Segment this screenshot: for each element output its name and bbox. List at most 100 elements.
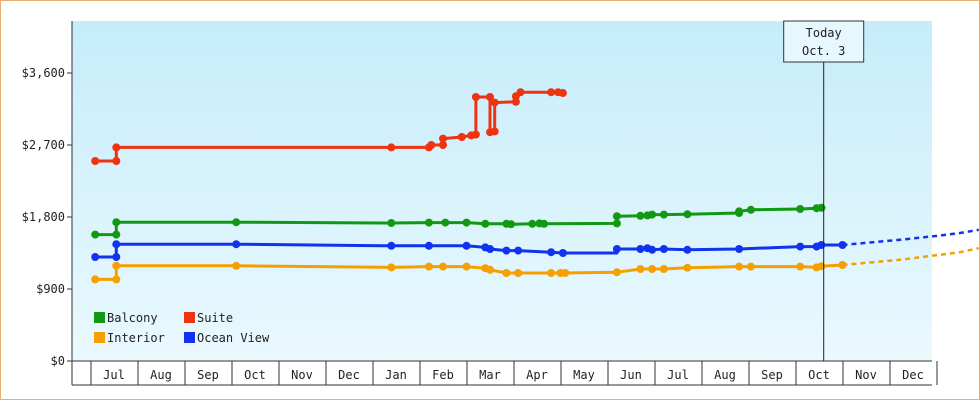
data-point-ocean-view <box>502 246 511 255</box>
data-point-ocean-view <box>514 246 523 255</box>
data-point-interior <box>387 263 396 272</box>
data-point-suite <box>457 133 466 141</box>
data-point-suite <box>439 134 447 143</box>
data-point-balcony <box>112 230 121 239</box>
month-label: Sep <box>197 368 219 382</box>
today-box <box>783 20 865 63</box>
data-point-ocean-view <box>612 245 621 253</box>
data-point-interior <box>424 262 433 271</box>
data-point-balcony <box>683 210 692 219</box>
data-point-interior <box>547 269 556 277</box>
data-point-interior <box>502 269 511 277</box>
data-point-ocean-view <box>112 240 121 249</box>
data-point-balcony <box>112 218 121 227</box>
data-point-ocean-view <box>659 245 668 253</box>
data-point-ocean-view <box>683 245 692 254</box>
data-point-interior <box>746 262 755 271</box>
data-point-interior <box>735 262 744 271</box>
data-point-interior <box>514 269 523 277</box>
month-label: Oct <box>808 368 830 382</box>
month-label: Dec <box>902 368 924 382</box>
data-point-interior <box>486 265 494 274</box>
data-point-interior <box>91 275 100 284</box>
data-point-ocean-view <box>558 249 567 257</box>
data-point-ocean-view <box>486 245 494 253</box>
month-label: Jul <box>667 368 689 382</box>
data-point-balcony <box>636 211 645 220</box>
legend-swatch-interior <box>94 332 105 343</box>
data-point-suite <box>547 88 556 97</box>
data-point-interior <box>636 265 645 273</box>
legend-swatch-ocean-view <box>184 332 195 343</box>
data-point-ocean-view <box>462 241 471 250</box>
month-label: Apr <box>526 368 548 382</box>
data-point-balcony <box>540 219 548 228</box>
data-point-suite <box>387 143 396 152</box>
data-point-interior <box>796 262 805 271</box>
data-point-suite <box>427 141 436 149</box>
data-point-suite <box>112 143 121 152</box>
y-tick-label: $900 <box>36 282 65 296</box>
legend-swatch-balcony <box>94 312 105 323</box>
data-point-interior <box>439 262 447 271</box>
data-point-ocean-view <box>424 241 433 250</box>
data-point-ocean-view <box>387 241 396 250</box>
data-point-ocean-view <box>547 248 556 257</box>
data-point-ocean-view <box>838 241 847 249</box>
data-point-balcony <box>481 219 490 228</box>
data-point-ocean-view <box>648 245 657 254</box>
data-point-interior <box>659 265 668 273</box>
month-label: Feb <box>432 368 454 382</box>
y-tick-label: $3,600 <box>22 66 65 80</box>
month-label: Aug <box>150 368 172 382</box>
data-point-suite <box>490 127 499 136</box>
month-label: Jul <box>103 368 125 382</box>
data-point-balcony <box>232 218 241 227</box>
legend-label-balcony: Balcony <box>107 311 158 325</box>
series-suite <box>91 88 567 165</box>
data-point-ocean-view <box>232 240 241 249</box>
series-projection-ocean-view <box>842 228 980 247</box>
data-point-balcony <box>528 219 537 228</box>
data-point-balcony <box>612 212 621 221</box>
data-point-balcony <box>612 219 621 228</box>
data-point-balcony <box>735 207 744 216</box>
series-ocean-view <box>91 228 980 261</box>
data-point-suite <box>490 98 499 107</box>
y-tick-label: $2,700 <box>22 138 65 152</box>
legend-label-ocean-view: Ocean View <box>197 331 270 345</box>
data-point-suite <box>558 89 567 97</box>
data-point-interior <box>462 262 471 271</box>
data-point-balcony <box>507 220 516 229</box>
data-point-suite <box>511 97 520 106</box>
data-point-interior <box>112 261 121 270</box>
data-point-interior <box>648 265 657 273</box>
y-tick-label: $0 <box>51 354 65 368</box>
y-tick-label: $1,800 <box>22 210 65 224</box>
legend-label-suite: Suite <box>197 311 233 325</box>
data-point-balcony <box>424 218 433 227</box>
data-point-interior <box>683 263 692 272</box>
data-point-balcony <box>91 230 100 239</box>
data-point-suite <box>516 88 525 97</box>
data-point-interior <box>612 268 621 277</box>
data-point-ocean-view <box>796 242 805 251</box>
month-label: Dec <box>338 368 360 382</box>
data-point-interior <box>232 261 241 270</box>
data-point-ocean-view <box>91 253 100 261</box>
data-point-ocean-view <box>112 253 121 261</box>
series-interior <box>91 246 980 284</box>
data-point-suite <box>91 157 100 165</box>
data-point-interior <box>112 275 121 284</box>
month-label: Oct <box>244 368 266 382</box>
month-label: Nov <box>855 368 877 382</box>
plot-area <box>72 21 932 361</box>
data-point-interior <box>561 269 570 277</box>
month-label: Sep <box>761 368 783 382</box>
data-point-suite <box>486 93 494 101</box>
data-point-ocean-view <box>735 245 744 253</box>
month-label: Nov <box>291 368 313 382</box>
legend-label-interior: Interior <box>107 331 165 345</box>
